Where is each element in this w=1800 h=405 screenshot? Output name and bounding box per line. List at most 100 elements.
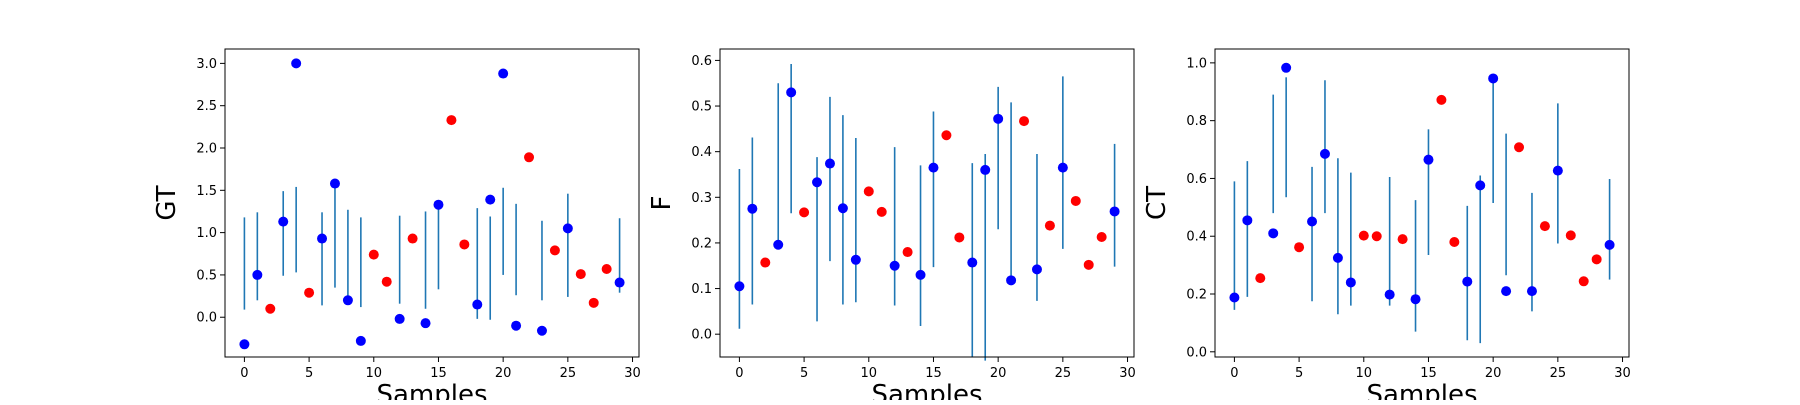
x-tick-label: 25 [560, 366, 577, 381]
data-point-blue [536, 325, 547, 336]
data-point-blue [1281, 62, 1292, 73]
x-tick-label: 25 [1550, 366, 1567, 381]
x-tick-label: 15 [430, 366, 447, 381]
chart-panel-3: 0 5 10 15 20 25 30 0.0 0.2 0.4 0.6 0.8 1.0 Samples CT [1142, 48, 1631, 405]
data-point-blue [1410, 294, 1421, 305]
data-point-blue [837, 203, 848, 214]
data-point-blue [850, 254, 861, 265]
data-point-red [601, 264, 612, 274]
data-point-blue [1475, 180, 1486, 191]
data-point-blue [511, 320, 522, 331]
data-point-blue [824, 158, 835, 169]
x-tick-label: 0 [240, 366, 248, 381]
y-tick-label: 1.0 [1186, 56, 1207, 71]
y-tick-label: 2.5 [196, 99, 217, 114]
x-tick-label: 15 [925, 366, 942, 381]
data-point-blue [342, 295, 353, 306]
data-point-blue [915, 269, 926, 280]
data-point-red [1578, 276, 1589, 287]
x-axis-title: Samples [376, 380, 487, 400]
data-point-red [799, 207, 810, 218]
data-point-red [902, 247, 913, 258]
x-tick-label: 30 [1119, 366, 1136, 381]
data-point-blue [1319, 148, 1330, 159]
data-point-blue [928, 162, 939, 173]
y-axis-title: F [647, 196, 677, 211]
data-point-red [941, 130, 952, 141]
data-point-blue [1229, 292, 1240, 303]
data-point-blue [734, 281, 745, 292]
data-point-blue [1242, 215, 1253, 226]
data-point-red [524, 152, 535, 163]
x-tick-label: 5 [305, 366, 313, 381]
data-point-blue [562, 223, 573, 234]
chart-panel-1: 0 5 10 15 20 25 30 0.0 0.5 1.0 1.5 2.0 2.5 3.0 Samples… [152, 48, 641, 405]
data-point-blue [1006, 275, 1017, 286]
data-point-red [1255, 273, 1266, 284]
data-point-red [876, 206, 887, 217]
data-point-blue [614, 277, 625, 288]
data-point-blue [1552, 165, 1563, 176]
y-tick-label: 0.5 [196, 268, 217, 283]
data-point-blue [773, 239, 784, 250]
data-point-blue [1345, 277, 1356, 288]
data-point-red [265, 303, 276, 314]
data-point-blue [812, 177, 823, 188]
data-point-blue [1332, 252, 1343, 263]
chart-panel-2: 0 5 10 15 20 25 30 0.0 0.1 0.2 0.3 0.4 0.5 0.6 Samples… [647, 48, 1136, 405]
x-tick-label: 5 [800, 366, 808, 381]
data-point-blue [889, 260, 900, 271]
data-point-blue [317, 233, 328, 244]
y-tick-label: 3.0 [196, 57, 217, 72]
y-axis-title: CT [1142, 186, 1172, 220]
x-tick-label: 20 [990, 366, 1007, 381]
y-tick-label: 0.1 [691, 282, 712, 297]
x-tick-label: 10 [366, 366, 383, 381]
data-point-blue [993, 113, 1004, 124]
data-point-red [304, 287, 315, 298]
data-point-red [1070, 195, 1081, 206]
data-point-blue [1526, 286, 1537, 297]
x-tick-label: 0 [1230, 366, 1238, 381]
data-point-red [1083, 259, 1094, 270]
data-point-red [381, 276, 392, 287]
x-tick-label: 25 [1055, 366, 1072, 381]
data-point-red [1539, 221, 1550, 232]
data-point-blue [291, 58, 302, 69]
x-tick-label: 30 [624, 366, 641, 381]
x-tick-label: 5 [1295, 366, 1303, 381]
axes-frame [719, 48, 1135, 358]
x-tick-label: 10 [1356, 366, 1373, 381]
data-point-red [1294, 242, 1305, 253]
data-point-blue [485, 194, 496, 205]
y-tick-label: 0.0 [1186, 345, 1207, 360]
data-point-red [549, 245, 560, 256]
y-axis-title: GT [152, 185, 182, 220]
data-point-red [1449, 237, 1460, 248]
data-point-red [1044, 220, 1055, 231]
data-point-blue [1423, 154, 1434, 165]
data-point-red [863, 186, 874, 197]
data-point-blue [498, 68, 509, 79]
x-tick-label: 0 [735, 366, 743, 381]
data-point-red [575, 269, 586, 280]
y-tick-label: 0.8 [1186, 114, 1207, 129]
x-axis-title: Samples [871, 380, 982, 400]
data-point-red [459, 239, 470, 250]
x-tick-label: 10 [861, 366, 878, 381]
data-point-blue [1031, 264, 1042, 275]
data-point-red [1358, 230, 1369, 241]
data-point-red [760, 257, 771, 268]
data-point-red [1096, 231, 1107, 242]
data-point-blue [967, 257, 978, 268]
data-point-blue [239, 339, 250, 350]
data-point-blue [980, 164, 991, 175]
data-point-blue [355, 335, 366, 346]
y-tick-label: 0.0 [196, 311, 217, 326]
data-point-red [1397, 234, 1408, 245]
y-tick-label: 0.6 [1186, 172, 1207, 187]
y-tick-label: 0.4 [1186, 230, 1207, 245]
y-tick-label: 0.2 [691, 236, 712, 251]
